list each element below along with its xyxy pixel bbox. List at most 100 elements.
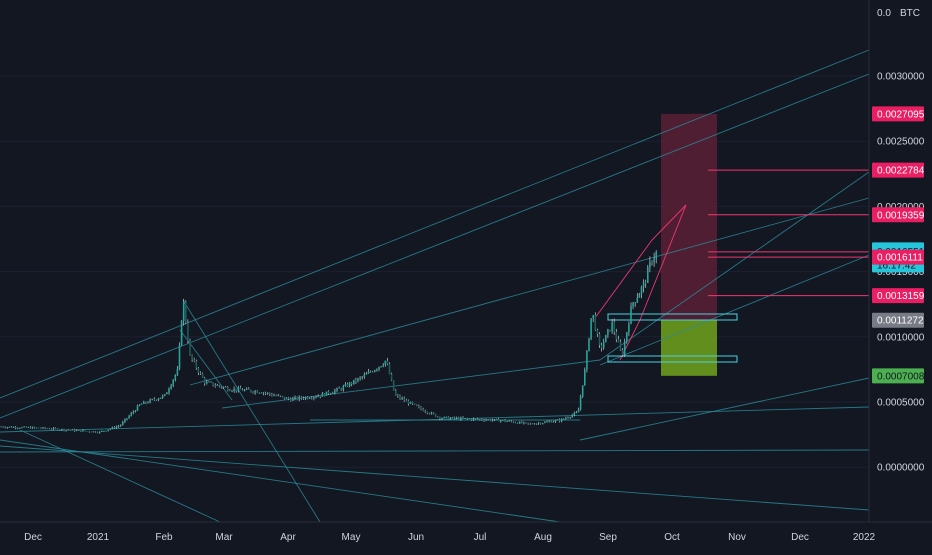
candle-up: [107, 429, 109, 431]
candle-up: [495, 418, 498, 420]
candle-up: [52, 428, 55, 430]
candle-down: [281, 396, 284, 397]
candle-up: [634, 302, 636, 304]
candle-up: [401, 398, 403, 400]
candle-up: [159, 397, 162, 399]
candle-down: [46, 428, 48, 430]
candle-down: [191, 354, 193, 360]
time-axis[interactable]: [0, 522, 869, 550]
candle-up: [19, 428, 21, 429]
candle-up: [571, 415, 573, 418]
candle-down: [399, 395, 401, 399]
candle-up: [35, 427, 38, 429]
candle-up: [105, 430, 107, 432]
candle-up: [245, 388, 248, 390]
candle-down: [199, 372, 202, 374]
x-tick-label: Dec: [24, 532, 42, 543]
candle-up: [367, 371, 370, 374]
candle-down: [413, 403, 416, 405]
candle-down: [476, 418, 479, 420]
candle-down: [470, 418, 473, 420]
candle-down: [371, 371, 374, 373]
candle-up: [640, 287, 643, 294]
candle-up: [308, 398, 311, 400]
candle-up: [273, 395, 275, 397]
candle-down: [84, 430, 86, 432]
candle-down: [432, 412, 435, 415]
candle-down: [250, 389, 252, 392]
candle-down: [195, 361, 198, 369]
candle-up: [138, 404, 141, 406]
wedge-pattern: [594, 204, 687, 361]
candle-down: [113, 427, 116, 429]
candle-down: [94, 431, 97, 433]
entry-badge: 0.0011272: [877, 316, 924, 327]
candle-down: [256, 391, 258, 393]
x-tick-label: Nov: [728, 532, 746, 543]
target-1-badge: 0.0022784: [877, 166, 925, 177]
candle-down: [323, 393, 326, 396]
candle-down: [521, 421, 523, 424]
candle-up: [430, 412, 433, 414]
candle-up: [552, 421, 555, 423]
candle-down: [422, 409, 424, 412]
candle-up: [140, 403, 143, 405]
candle-up: [71, 429, 74, 431]
candle-up: [325, 391, 328, 396]
candle-up: [317, 396, 319, 397]
x-tick-label: Mar: [215, 532, 233, 543]
risk-reward-zones: [661, 113, 717, 376]
candle-up: [147, 402, 149, 404]
candle-down: [319, 396, 321, 397]
x-tick-label: Sep: [599, 532, 617, 543]
candle-up: [361, 376, 363, 378]
x-tick-label: Oct: [664, 532, 680, 543]
candle-down: [56, 428, 59, 431]
candle-down: [96, 432, 99, 434]
candle-up: [449, 417, 452, 420]
candle-down: [428, 413, 431, 415]
candle-up: [590, 318, 592, 339]
candle-up: [502, 420, 504, 421]
candle-up: [237, 387, 240, 391]
target-4-badge: 0.0013159: [877, 291, 925, 302]
candle-up: [632, 302, 634, 307]
candle-up: [103, 430, 105, 432]
candle-down: [220, 386, 223, 388]
candle-down: [531, 423, 534, 425]
candle-up: [157, 398, 160, 401]
candle-up: [441, 418, 443, 419]
candle-up: [334, 390, 336, 393]
y-tick-label: 0.0000000: [877, 463, 925, 474]
candle-down: [155, 399, 158, 401]
target-2-badge-bg: [872, 207, 924, 223]
x-tick-label: Jul: [474, 532, 487, 543]
candle-down: [264, 392, 267, 394]
candle-down: [271, 394, 273, 396]
candle-down: [411, 402, 414, 404]
candle-up: [82, 430, 84, 432]
entry-box: [607, 313, 738, 321]
candle-up: [409, 402, 412, 404]
candle-up: [23, 426, 25, 428]
candle-up: [359, 377, 361, 379]
candle-down: [539, 423, 542, 424]
candle-up: [176, 368, 179, 375]
candle-up: [357, 378, 359, 382]
y-tick-label: 0.0015000: [877, 267, 925, 278]
candle-up: [254, 391, 256, 393]
candle-up: [607, 329, 609, 335]
candle-down: [208, 381, 210, 383]
target-1-badge-bg: [872, 162, 924, 178]
x-tick-label: Dec: [791, 532, 809, 543]
candle-down: [439, 416, 441, 419]
candle-up: [151, 399, 153, 400]
candle-down: [474, 418, 477, 420]
candle-up: [523, 422, 525, 424]
candle-up: [544, 421, 546, 424]
candle-down: [10, 426, 13, 428]
candle-down: [426, 411, 429, 414]
candle-up: [638, 293, 641, 298]
